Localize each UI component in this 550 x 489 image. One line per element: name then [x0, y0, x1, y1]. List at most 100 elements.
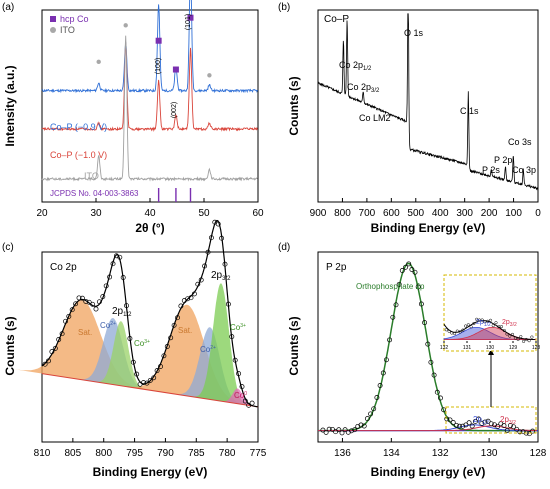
p2p-data-point [457, 423, 462, 429]
co2p-data-point [46, 358, 51, 364]
panel-b-xlabel: Binding Energy (eV) [371, 221, 486, 235]
p2p-data-point [323, 429, 329, 435]
p2p-data-point [517, 429, 523, 435]
p2p-data-point [444, 416, 450, 422]
co2p-data-point [185, 296, 191, 302]
d-inset-label-2p32: 2p3/2 [502, 319, 517, 328]
p2p-data-point [352, 427, 358, 433]
p2p-data-point [476, 416, 482, 422]
p2p-data-point [329, 426, 335, 432]
p2p-data-point [393, 302, 399, 308]
panel-b-x-tick-label: 800 [334, 208, 351, 219]
trace-label-ito: ITO [84, 171, 99, 181]
co2p-data-point [249, 400, 255, 406]
ito-peak-marker [123, 23, 128, 28]
co2p-data-point [42, 361, 48, 367]
c-label-co3-1: Co3+ [134, 339, 150, 348]
inset-data-point [516, 337, 520, 341]
co2p-data-point [161, 353, 167, 359]
trace-label-10: Co–P (−1.0 V) [50, 150, 107, 160]
co2p-data-point [175, 315, 180, 321]
p2p-data-point [526, 431, 532, 437]
c-label-sat-1: Sat. [78, 328, 92, 337]
p2p-data-point [349, 428, 354, 434]
co2p-data-point [96, 299, 102, 305]
inset-data-point [469, 325, 473, 329]
co2p-data-point [69, 307, 75, 313]
co2p-component-area [189, 283, 254, 407]
panel-c-x-tick-label: 780 [219, 448, 236, 459]
inset-data-point [458, 330, 462, 334]
panel-b-x-tick-label: 600 [383, 208, 400, 219]
inset-x-tick-label: 130 [486, 345, 495, 351]
inset-data-point [486, 319, 490, 323]
inset-data-point [527, 339, 531, 343]
co2p-data-point [198, 277, 204, 283]
p2p-data-point [422, 320, 428, 326]
p2p-data-point [441, 407, 447, 413]
legend-hcp-marker [50, 16, 56, 22]
co2p-data-point [83, 298, 89, 304]
co2p-data-point [236, 371, 242, 377]
co2p-data-point [222, 261, 228, 267]
p2p-data-point [361, 423, 367, 429]
panel-a: (a) 20 30 40 50 60 Intensity (a.u.) 2θ (°) h… [2, 0, 264, 235]
trace-label-09: Co–P (−0.9 V) [50, 122, 107, 132]
inset-data-point [499, 325, 504, 329]
p2p-data-point [485, 418, 491, 424]
co2p-data-point [90, 301, 96, 307]
co2p-data-point [93, 306, 99, 312]
inset-data-point [508, 334, 512, 338]
d-label-2p12: 2p1/2 [473, 415, 489, 426]
ito-peak-marker [207, 73, 212, 78]
c-label-co2-1: Co2+ [100, 321, 116, 330]
p2p-data-point [463, 422, 469, 428]
inset-x-tick-label: 128 [532, 345, 541, 351]
panel-c-x-tick-label: 795 [126, 448, 143, 459]
inset-data-point [522, 339, 526, 343]
p2p-data-point [368, 411, 374, 417]
p2p-data-point [530, 428, 536, 434]
panel-c-x-tick-label: 775 [250, 448, 267, 459]
inset-data-point [483, 320, 487, 324]
c-label-2p32: 2p3/2 [211, 270, 231, 282]
panel-b-x-ticks: 900 800 700 600 500 400 300 200 100 0 [310, 198, 541, 219]
co2p-data-point [134, 371, 140, 377]
b-peak-p2p: P 2p [494, 155, 512, 165]
p2p-data-point [504, 428, 510, 433]
p2p-data-point [358, 422, 364, 428]
survey-spectrum-line [317, 13, 539, 191]
legend-ito-marker [50, 27, 56, 33]
p2p-data-point [469, 423, 475, 429]
panel-a-xlabel: 2θ (°) [135, 221, 164, 235]
inset-data-point [455, 329, 459, 333]
p2p-data-point [380, 370, 386, 376]
inset-data-point [466, 323, 470, 327]
co2p-data-point [76, 295, 82, 301]
d-inset-plot [443, 317, 537, 343]
co2p-data-point [107, 274, 113, 280]
c-label-2p12: 2p1/2 [112, 306, 132, 318]
p2p-data-point [415, 284, 421, 290]
co2p-data-point [141, 380, 146, 386]
inset-data-point [453, 332, 457, 336]
co2p-data-point [168, 335, 174, 341]
panel-d: (d) P 2p 136 134 132 130 128 Counts (s) Bind… [278, 242, 547, 479]
inset-data-point [505, 332, 509, 336]
p2p-data-point [501, 423, 507, 429]
p2p-data-point [406, 261, 412, 267]
co2p-data-point [120, 275, 126, 280]
panel-c-x-ticks: 810 805 800 795 790 785 780 775 [34, 438, 267, 459]
panel-b-x-tick-label: 400 [432, 208, 449, 219]
panel-b-x-tick-label: 200 [481, 208, 498, 219]
panel-b-x-tick-label: 500 [407, 208, 424, 219]
inset-data-point [472, 321, 476, 326]
panel-b-x-tick-label: 100 [505, 208, 522, 219]
co2p-data-point [79, 295, 85, 301]
inset-envelope-line [443, 320, 535, 340]
panel-a-x-tick-label: 20 [36, 208, 48, 219]
co2p-data-point [130, 359, 136, 365]
p2p-data-point [383, 357, 389, 363]
inset-data-point [464, 324, 468, 328]
p2p-data-point [371, 406, 377, 412]
